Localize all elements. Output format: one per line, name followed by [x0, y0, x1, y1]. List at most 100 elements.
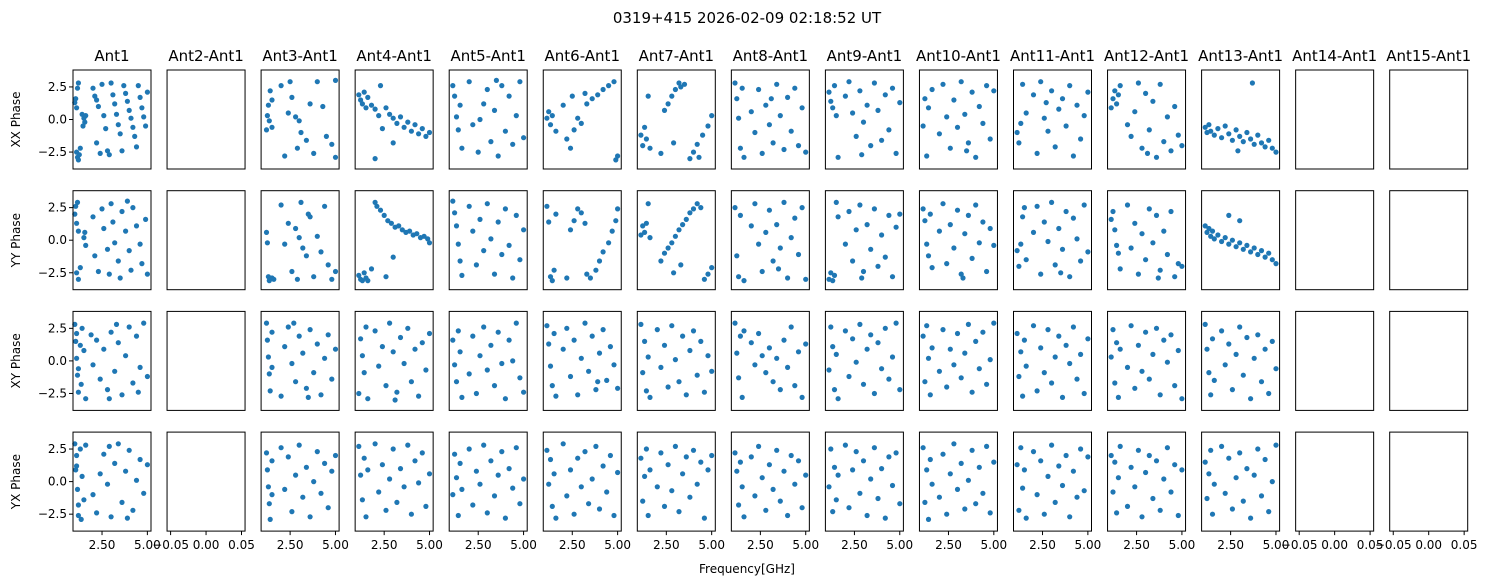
data-point: [965, 321, 972, 327]
data-point: [1014, 462, 1020, 468]
data-point: [82, 229, 88, 235]
data-point: [493, 77, 499, 83]
data-point: [564, 325, 570, 331]
data-point: [544, 323, 550, 329]
data-point: [1157, 267, 1163, 273]
data-point: [547, 274, 554, 280]
panel-frame: [824, 69, 904, 170]
data-point: [112, 460, 118, 466]
data-point: [676, 80, 682, 86]
data-point: [678, 84, 684, 90]
data-point: [481, 248, 487, 254]
data-point: [104, 148, 111, 154]
data-point: [850, 110, 856, 116]
data-point: [859, 275, 865, 281]
data-point: [1168, 148, 1174, 154]
data-point: [130, 124, 136, 130]
data-point: [965, 212, 972, 218]
data-point: [927, 392, 933, 398]
data-point: [1074, 236, 1080, 242]
data-point: [748, 223, 754, 229]
data-point: [1240, 372, 1246, 378]
subplot-panel: 2.50 5.00: [918, 431, 1007, 552]
data-point: [74, 199, 81, 205]
data-point: [752, 493, 758, 499]
data-point: [141, 320, 147, 326]
data-point: [1049, 442, 1055, 448]
data-point: [973, 154, 979, 160]
data-point: [481, 442, 487, 448]
data-point: [1016, 373, 1022, 380]
data-point: [137, 456, 143, 463]
data-point: [736, 274, 742, 280]
data-point: [387, 476, 393, 482]
data-point: [1038, 79, 1044, 85]
data-point: [1143, 469, 1149, 476]
data-point: [671, 270, 677, 276]
data-point: [1202, 459, 1208, 465]
data-point: [329, 468, 335, 474]
data-point: [940, 201, 946, 207]
data-point: [991, 88, 997, 94]
data-point: [830, 278, 836, 284]
data-point: [929, 265, 935, 271]
data-point: [278, 202, 284, 208]
data-point: [83, 442, 89, 448]
data-point: [269, 329, 275, 335]
data-point: [1237, 240, 1243, 246]
data-point: [654, 484, 660, 490]
data-point: [1262, 346, 1268, 352]
data-point: [74, 220, 80, 226]
data-point: [587, 275, 594, 281]
data-point: [135, 83, 141, 89]
data-point: [756, 241, 762, 247]
data-point: [1208, 392, 1214, 398]
data-point: [1266, 137, 1272, 143]
data-point: [1074, 494, 1080, 500]
data-point: [278, 393, 284, 399]
data-point: [560, 102, 566, 108]
data-point: [130, 507, 136, 513]
subplot-panel: −2.5 0.0 2.5: [38, 310, 152, 411]
data-point: [1244, 466, 1250, 472]
data-point: [387, 320, 393, 326]
data-point: [875, 340, 881, 346]
data-point: [291, 320, 297, 326]
data-point: [969, 389, 975, 395]
data-point: [73, 96, 79, 102]
row-label: YX Phase: [9, 454, 23, 510]
data-point: [582, 90, 588, 96]
data-point: [77, 145, 83, 151]
data-point: [332, 452, 339, 459]
data-point: [1052, 144, 1058, 150]
data-point: [1059, 246, 1066, 252]
column-title: Ant14-Ant1: [1292, 47, 1377, 65]
data-point: [828, 270, 834, 276]
data-point: [578, 210, 584, 216]
x-tick-label: 0.05: [1357, 538, 1384, 552]
data-point: [1049, 88, 1055, 94]
data-point: [408, 128, 414, 134]
data-point: [991, 242, 997, 248]
data-point: [139, 261, 145, 267]
data-point: [788, 128, 794, 134]
data-point: [106, 396, 112, 402]
data-point: [419, 126, 425, 132]
data-point: [74, 486, 81, 492]
data-point: [1067, 360, 1073, 367]
data-point: [799, 205, 805, 211]
data-point: [513, 320, 519, 326]
data-point: [886, 454, 892, 460]
data-point: [481, 324, 487, 330]
data-point: [879, 232, 885, 238]
data-point: [732, 450, 738, 456]
data-point: [785, 512, 791, 519]
data-point: [893, 320, 899, 326]
data-point: [752, 129, 758, 136]
data-point: [1157, 392, 1163, 398]
data-point: [600, 249, 606, 255]
data-point: [83, 113, 89, 119]
data-point: [1248, 249, 1254, 255]
data-point: [303, 253, 309, 259]
data-point: [1124, 364, 1131, 370]
